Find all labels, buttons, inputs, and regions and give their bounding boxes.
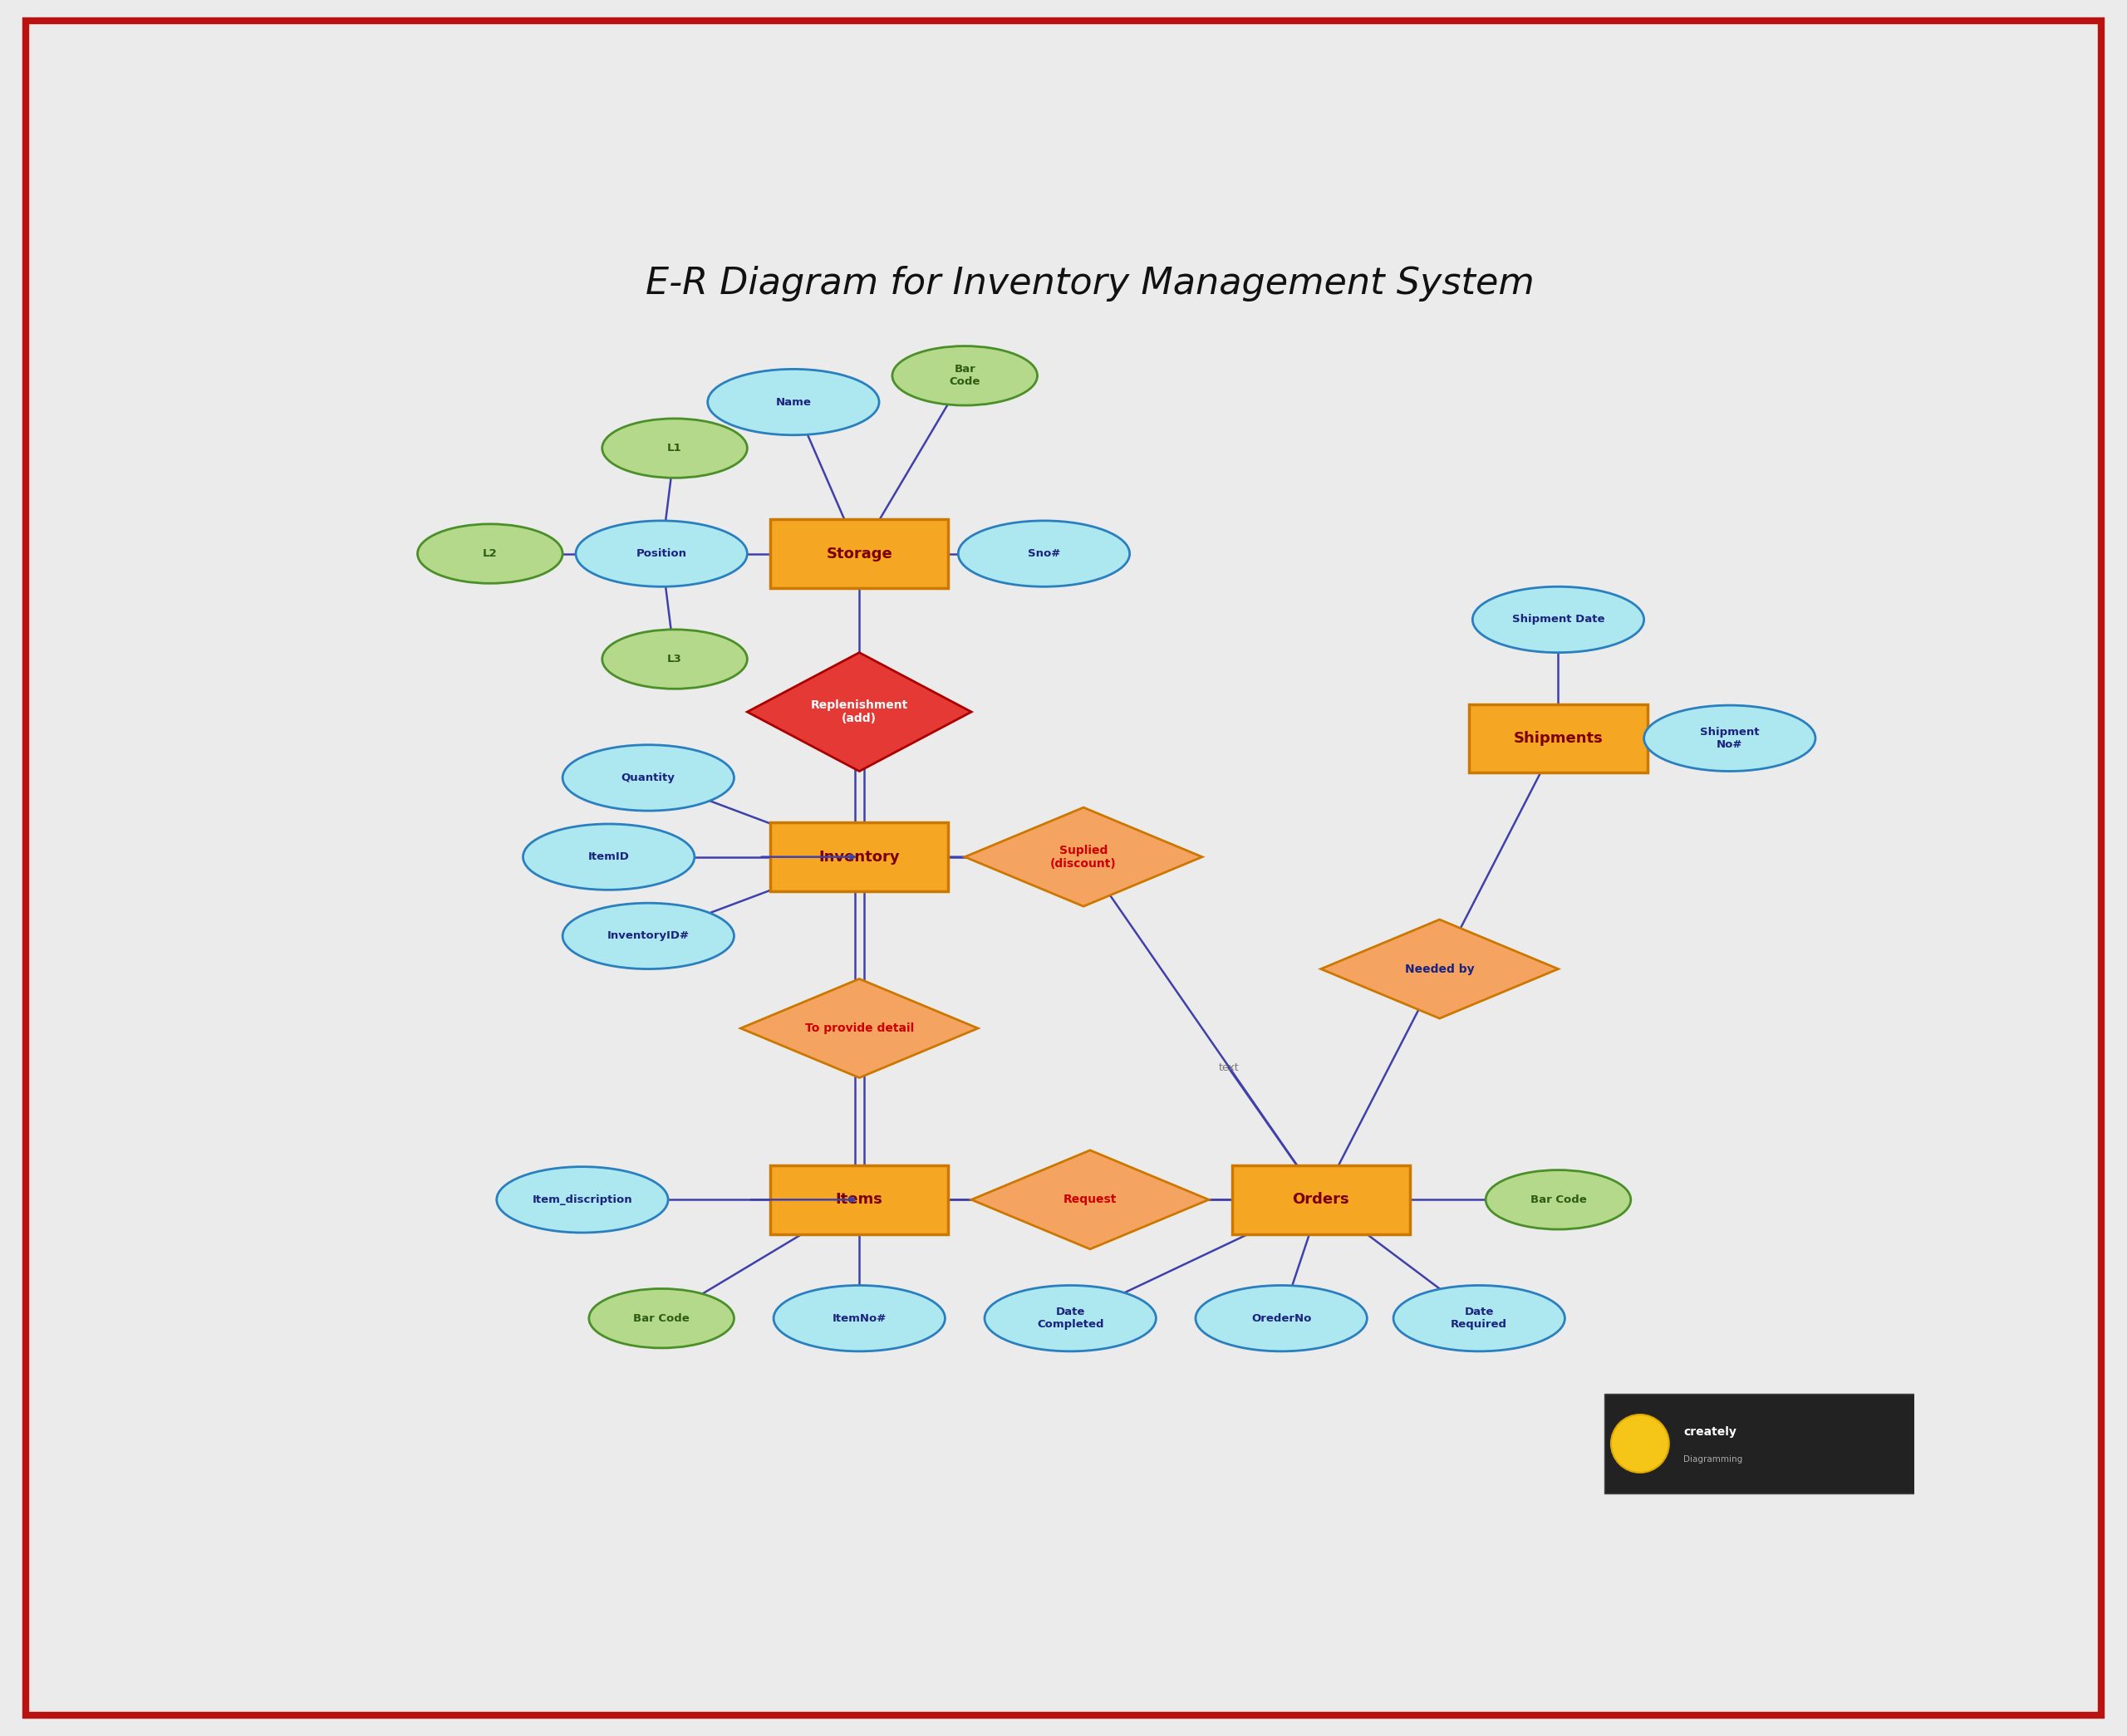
Text: Shipment
No#: Shipment No# [1699, 727, 1759, 750]
FancyBboxPatch shape [770, 823, 949, 891]
Polygon shape [747, 653, 972, 771]
Text: Name: Name [776, 396, 810, 408]
Text: text: text [1219, 1062, 1238, 1073]
Text: Position: Position [636, 549, 687, 559]
Text: Date
Completed: Date Completed [1036, 1307, 1104, 1330]
Text: Orders: Orders [1293, 1193, 1349, 1207]
Text: To provide detail: To provide detail [804, 1023, 915, 1035]
Text: Sno#: Sno# [1027, 549, 1059, 559]
Circle shape [1610, 1415, 1670, 1472]
FancyBboxPatch shape [1604, 1394, 1914, 1493]
Text: Bar Code: Bar Code [1529, 1194, 1587, 1205]
Text: Suplied
(discount): Suplied (discount) [1051, 844, 1117, 870]
Ellipse shape [1644, 705, 1816, 771]
Ellipse shape [576, 521, 747, 587]
Text: ItemNo#: ItemNo# [832, 1312, 887, 1325]
Ellipse shape [985, 1285, 1157, 1351]
Ellipse shape [562, 745, 734, 811]
Text: E-R Diagram for Inventory Management System: E-R Diagram for Inventory Management Sys… [647, 266, 1534, 302]
Ellipse shape [498, 1167, 668, 1233]
Ellipse shape [1487, 1170, 1631, 1229]
FancyBboxPatch shape [1470, 705, 1646, 773]
Ellipse shape [602, 630, 747, 689]
Text: InventoryID#: InventoryID# [606, 930, 689, 941]
Ellipse shape [562, 903, 734, 969]
Polygon shape [972, 1151, 1208, 1250]
Text: Diagramming: Diagramming [1685, 1455, 1742, 1463]
Text: Bar
Code: Bar Code [949, 365, 981, 387]
Ellipse shape [589, 1288, 734, 1347]
Text: L2: L2 [483, 549, 498, 559]
Polygon shape [1321, 920, 1559, 1019]
Text: Replenishment
(add): Replenishment (add) [810, 700, 908, 724]
FancyBboxPatch shape [770, 519, 949, 589]
Text: OrederNo: OrederNo [1251, 1312, 1312, 1325]
Ellipse shape [602, 418, 747, 477]
FancyBboxPatch shape [770, 1165, 949, 1234]
Text: creately: creately [1685, 1425, 1736, 1437]
Text: Request: Request [1064, 1194, 1117, 1205]
Ellipse shape [1472, 587, 1644, 653]
Ellipse shape [523, 825, 693, 891]
Polygon shape [740, 979, 978, 1078]
Ellipse shape [959, 521, 1129, 587]
FancyBboxPatch shape [1232, 1165, 1410, 1234]
Text: L1: L1 [668, 443, 683, 453]
Text: Quantity: Quantity [621, 773, 674, 783]
Text: Needed by: Needed by [1404, 963, 1474, 976]
Ellipse shape [417, 524, 564, 583]
Text: L3: L3 [668, 654, 683, 665]
Polygon shape [966, 807, 1202, 906]
Text: Shipments: Shipments [1514, 731, 1604, 746]
Text: Date
Required: Date Required [1451, 1307, 1508, 1330]
Text: Item_discription: Item_discription [532, 1194, 632, 1205]
Text: Bar Code: Bar Code [634, 1312, 689, 1325]
Ellipse shape [893, 345, 1038, 406]
Text: Items: Items [836, 1193, 883, 1207]
Ellipse shape [1195, 1285, 1368, 1351]
Ellipse shape [1393, 1285, 1565, 1351]
Ellipse shape [708, 370, 878, 436]
Text: Inventory: Inventory [819, 849, 900, 865]
Text: ItemID: ItemID [587, 851, 630, 863]
Ellipse shape [774, 1285, 944, 1351]
Text: Storage: Storage [825, 547, 893, 561]
Text: Shipment Date: Shipment Date [1512, 615, 1604, 625]
